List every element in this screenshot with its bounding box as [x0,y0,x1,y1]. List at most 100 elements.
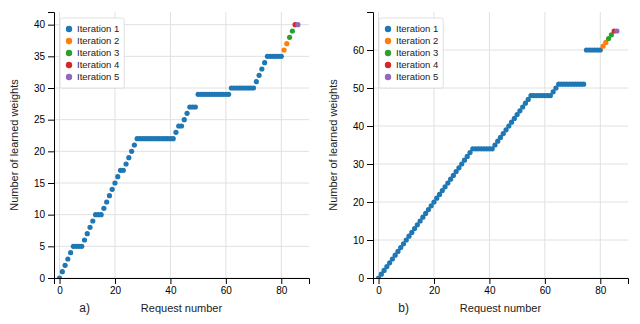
legend-swatch [66,26,72,32]
legend-label: Iteration 3 [396,47,438,58]
tick-label: 60 [353,45,365,56]
point [112,180,117,185]
axis-line [55,279,310,285]
point [259,66,264,71]
grid-line [54,151,309,152]
grid-line [170,12,171,278]
tick: 80 [276,278,288,296]
tick-mark [281,278,282,284]
tick-label: 40 [353,121,365,132]
point [65,256,70,261]
grid-line [489,12,490,278]
tick-mark [170,278,171,284]
legend-label: Iteration 4 [77,59,119,70]
tick-mark [379,278,380,284]
tick-label: 10 [34,209,46,220]
tick-mark [489,278,490,284]
series [287,28,295,40]
grid-line [373,126,628,127]
point [581,82,586,87]
tick-label: 80 [595,285,607,296]
tick: 40 [165,278,177,296]
legend-swatch [385,26,391,32]
y-axis: 0102030405060 [353,13,374,284]
tick-mark [48,151,54,152]
panel: 0204060800102030405060Request numberNumb… [327,12,629,315]
tick: 60 [221,278,233,296]
tick: 20 [429,278,441,296]
point [62,263,67,268]
point [287,35,292,40]
tick: 40 [34,19,54,30]
axis-line [367,13,374,279]
tick-mark [48,120,54,121]
point [104,199,109,204]
tick-label: 20 [34,146,46,157]
point [126,155,131,160]
point [82,237,87,242]
x-axis-title: Request number [141,302,223,314]
point [184,111,189,116]
tick-mark [545,278,546,284]
legend-box [60,18,124,88]
tick: 50 [353,83,373,94]
point [171,136,176,141]
grid-line [544,12,545,278]
legend-label: Iteration 2 [396,35,438,46]
point [107,193,112,198]
tick-label: 30 [34,83,46,94]
y-axis-title: Number of learned weights [8,79,20,211]
tick-label: 20 [429,285,441,296]
point [85,231,90,236]
legend-label: Iteration 3 [77,47,119,58]
tick: 30 [34,83,54,94]
tick-mark [226,278,227,284]
legend-label: Iteration 1 [396,23,438,34]
series [376,47,603,278]
tick-mark [48,215,54,216]
tick: 10 [353,235,373,246]
point [110,187,115,192]
point [132,142,137,147]
tick-label: 20 [353,197,365,208]
tick-label: 5 [39,241,45,252]
point [129,149,134,154]
tick: 40 [353,121,373,132]
grid-line [281,12,282,278]
panel-label: b) [398,301,409,315]
tick-mark [48,88,54,89]
grid-line [373,164,628,165]
grid [373,12,628,278]
tick-label: 15 [34,178,46,189]
tick-mark [48,183,54,184]
x-axis-title: Request number [460,302,542,314]
series [614,28,619,33]
point [290,28,295,33]
y-axis: 0510152025303540 [34,13,55,284]
tick-mark [48,25,54,26]
point [60,269,65,274]
tick: 60 [540,278,552,296]
point [193,104,198,109]
tick-mark [367,126,373,127]
legend-label: Iteration 5 [77,71,119,82]
tick-label: 0 [39,273,45,284]
chart: 0204060800510152025303540Request numberN… [0,0,640,324]
point [179,123,184,128]
grid-line [373,202,628,203]
point [57,275,62,278]
legend-swatch [385,50,391,56]
tick-mark [48,246,54,247]
tick-label: 50 [353,83,365,94]
tick: 0 [57,278,63,296]
legend-swatch [66,62,72,68]
tick: 60 [353,45,373,56]
tick-label: 0 [376,285,382,296]
tick-mark [367,240,373,241]
series [295,22,300,27]
grid-line [54,246,309,247]
point [614,28,619,33]
series [281,41,289,53]
point [254,79,259,84]
point [123,161,128,166]
